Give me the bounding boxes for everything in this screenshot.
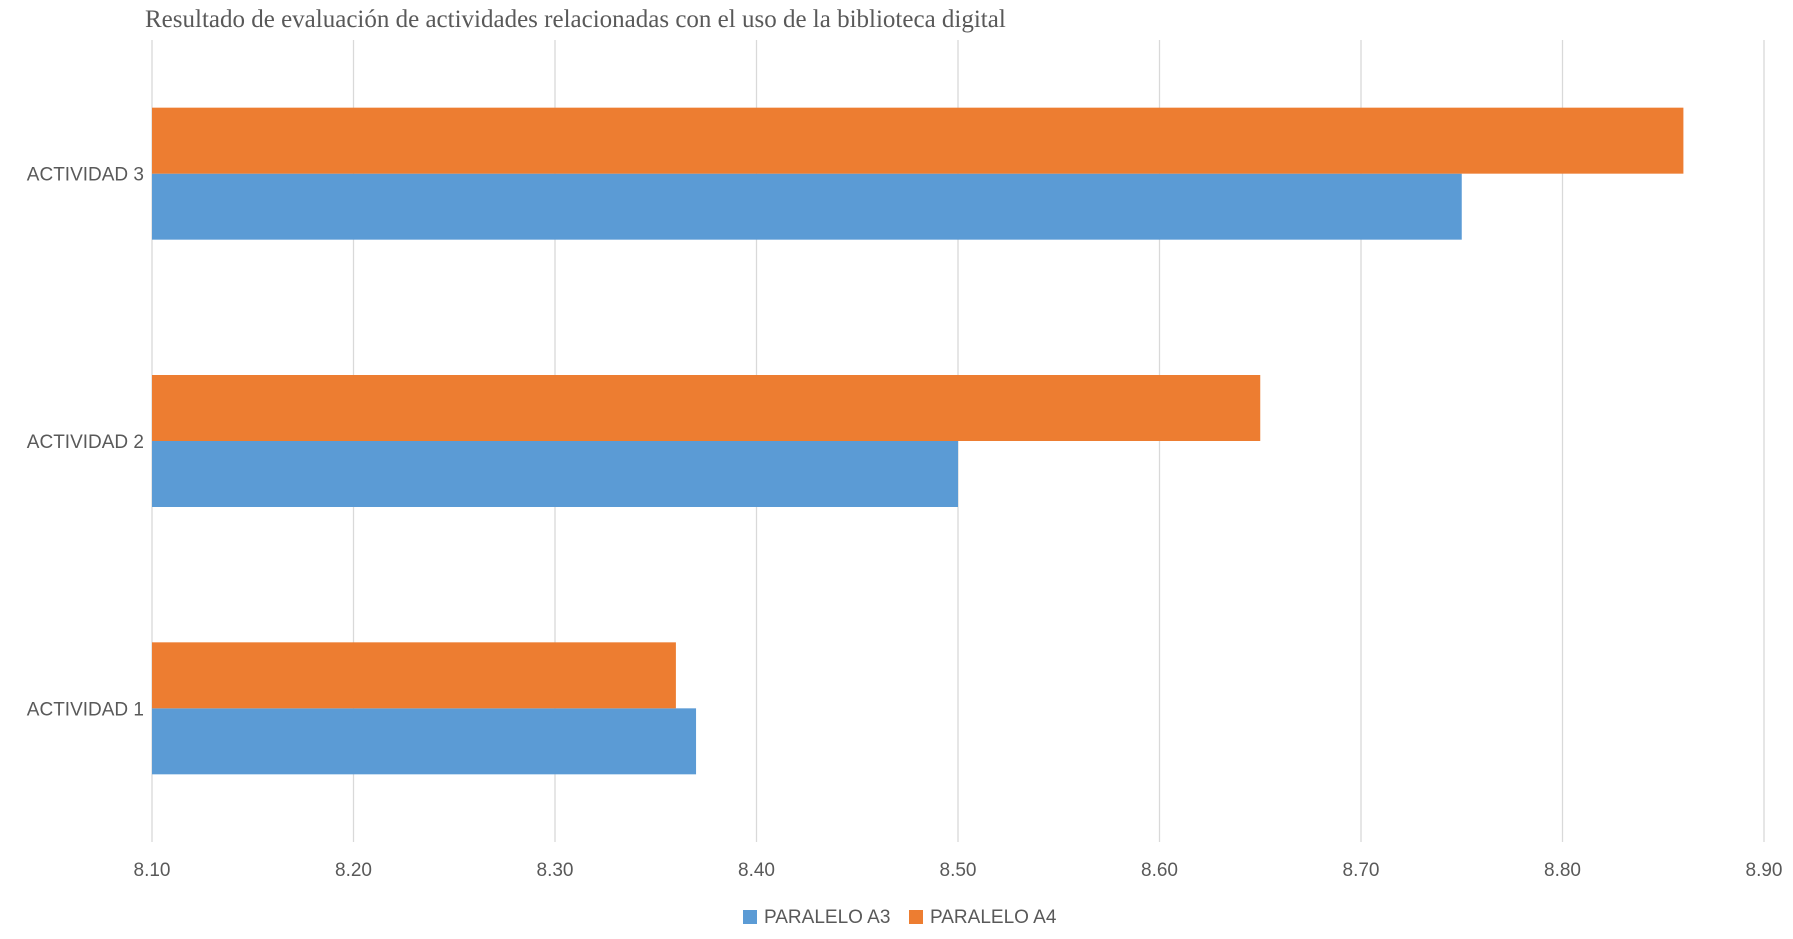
bars <box>152 107 1684 775</box>
category-labels: ACTIVIDAD 1 ACTIVIDAD 2 ACTIVIDAD 3 <box>27 165 144 721</box>
legend-label: PARALELO A3 <box>764 907 890 928</box>
legend: PARALELO A3 PARALELO A4 <box>743 907 1057 928</box>
bar-paralelo-a4-actividad-1 <box>152 642 676 709</box>
x-tick-label: 8.70 <box>1343 860 1380 881</box>
legend-swatch <box>743 910 757 924</box>
legend-label: PARALELO A4 <box>930 907 1057 928</box>
x-tick-labels: 8.10 8.20 8.30 8.40 8.50 8.60 8.70 8.80 8.90 <box>134 860 1783 881</box>
bar-paralelo-a3-actividad-1 <box>152 708 697 775</box>
x-tick-label: 8.90 <box>1746 860 1783 881</box>
bar-paralelo-a4-actividad-3 <box>152 107 1684 174</box>
bar-paralelo-a3-actividad-2 <box>152 441 958 507</box>
x-tick-label: 8.40 <box>738 860 775 881</box>
category-label: ACTIVIDAD 1 <box>27 699 144 720</box>
category-label: ACTIVIDAD 3 <box>27 165 144 186</box>
bar-paralelo-a4-actividad-2 <box>152 375 1261 441</box>
x-tick-label: 8.60 <box>1141 860 1178 881</box>
x-tick-label: 8.30 <box>537 860 574 881</box>
x-tick-label: 8.80 <box>1544 860 1581 881</box>
chart-title: Resultado de evaluación de actividades r… <box>145 6 1006 33</box>
legend-swatch <box>909 910 923 924</box>
bar-paralelo-a3-actividad-3 <box>152 173 1462 240</box>
x-tick-label: 8.50 <box>940 860 977 881</box>
x-tick-label: 8.10 <box>134 860 171 881</box>
x-tick-label: 8.20 <box>335 860 372 881</box>
category-label: ACTIVIDAD 2 <box>27 432 144 453</box>
